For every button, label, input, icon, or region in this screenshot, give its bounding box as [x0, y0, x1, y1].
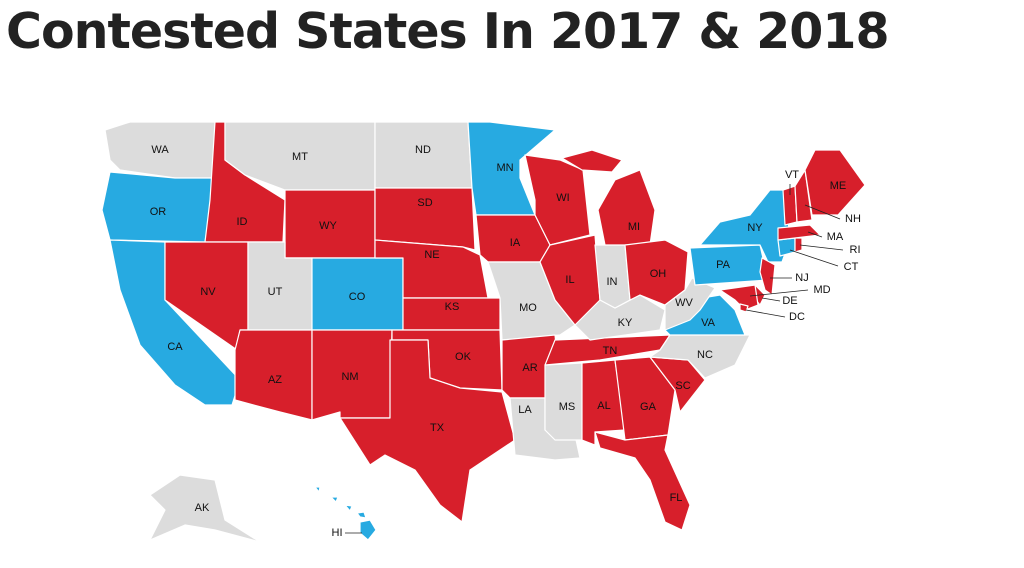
- state-shape: [314, 486, 321, 493]
- state-label: LA: [518, 404, 532, 416]
- state-label: CO: [349, 291, 366, 303]
- state-label: MS: [559, 401, 576, 413]
- state-label: OH: [650, 268, 667, 280]
- leader-line: [804, 204, 841, 220]
- state-shape: [339, 339, 516, 523]
- state-shape: [804, 149, 866, 216]
- state-label: DE: [782, 295, 797, 307]
- state-shape: [794, 169, 813, 223]
- state-label: NY: [747, 222, 763, 234]
- state-label: AR: [522, 362, 537, 374]
- state-shape: [719, 284, 759, 311]
- leader-line: [807, 231, 823, 238]
- state-shape: [544, 362, 583, 441]
- state-label: PA: [716, 259, 731, 271]
- leader-line: [745, 309, 786, 318]
- state-shape: [359, 519, 377, 541]
- state-label: AZ: [268, 374, 282, 386]
- state-shape: [614, 356, 676, 441]
- state-label: MN: [496, 162, 513, 174]
- state-shape: [664, 277, 716, 331]
- state-label: OR: [150, 206, 167, 218]
- state-shape: [777, 237, 796, 257]
- state-label: OK: [455, 351, 472, 363]
- state-label: DC: [789, 311, 805, 323]
- state-shape: [544, 334, 671, 366]
- leader-line: [749, 289, 809, 297]
- state-shape: [759, 257, 776, 296]
- state-shape: [330, 496, 339, 503]
- state-label: SD: [417, 197, 432, 209]
- state-label: IL: [565, 274, 574, 286]
- state-shape: [561, 149, 623, 173]
- state-label: NM: [341, 371, 358, 383]
- state-label: FL: [670, 492, 683, 504]
- state-shape: [374, 187, 476, 251]
- state-label: AL: [597, 400, 610, 412]
- state-label: NC: [697, 349, 713, 361]
- state-label: VT: [785, 169, 799, 181]
- state-label: ND: [415, 144, 431, 156]
- state-shape: [356, 511, 367, 519]
- state-label: WI: [556, 192, 569, 204]
- state-shape: [149, 474, 261, 543]
- title: Contested States In 2017 & 2018: [6, 3, 889, 60]
- state-label: KS: [445, 301, 460, 313]
- state-shape: [597, 169, 656, 246]
- state-label: WY: [319, 220, 337, 232]
- state-label: MT: [292, 151, 308, 163]
- state-label: ME: [830, 180, 847, 192]
- state-shape: [594, 431, 691, 531]
- state-label: IN: [607, 276, 618, 288]
- state-label: NJ: [795, 272, 808, 284]
- state-label: NH: [845, 213, 861, 225]
- state-label: CT: [844, 261, 859, 273]
- state-label: AK: [195, 502, 210, 514]
- state-label: CA: [167, 341, 183, 353]
- state-label: MI: [628, 221, 640, 233]
- state-label: MD: [813, 284, 830, 296]
- state-label: NV: [200, 286, 216, 298]
- state-label: SC: [675, 380, 690, 392]
- state-label: MO: [519, 302, 537, 314]
- state-label: WA: [151, 144, 169, 156]
- state-label: MA: [827, 231, 844, 243]
- state-label: KY: [618, 317, 633, 329]
- state-label: NE: [424, 249, 439, 261]
- state-label: VA: [701, 317, 716, 329]
- state-label: TX: [430, 422, 445, 434]
- state-label: GA: [640, 401, 657, 413]
- state-label: RI: [850, 244, 861, 256]
- state-shape: [467, 121, 556, 216]
- state-label: ID: [237, 216, 248, 228]
- state-label: WV: [675, 297, 693, 309]
- leader-line: [789, 249, 839, 267]
- state-label: IA: [510, 237, 521, 249]
- state-shape: [739, 303, 749, 313]
- state-label: UT: [268, 286, 283, 298]
- leader-line: [761, 297, 781, 302]
- state-shape: [344, 504, 353, 512]
- state-label: HI: [332, 527, 343, 539]
- state-label: TN: [603, 345, 618, 357]
- state-shape: [777, 224, 821, 241]
- leader-line: [799, 244, 844, 251]
